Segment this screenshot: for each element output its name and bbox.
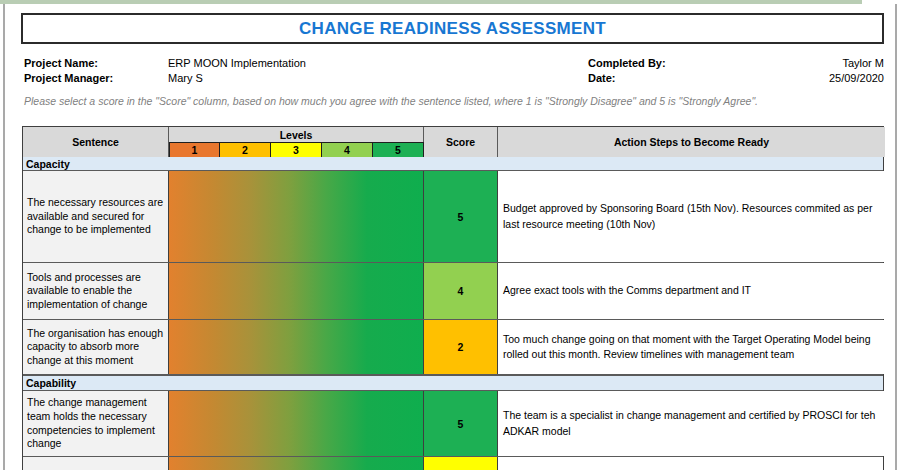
- completed-by-value[interactable]: Taylor M: [842, 57, 884, 69]
- date-label: Date:: [588, 72, 616, 84]
- info-row-1: Project Name: ERP MOON Implementation Co…: [24, 57, 884, 71]
- action-steps-cell[interactable]: Too much change going on that moment wit…: [498, 320, 885, 374]
- section-header-capability: Capability: [23, 375, 883, 391]
- section-header-capacity: Capacity: [23, 157, 883, 171]
- table-row: The change management team holds the nec…: [23, 391, 883, 457]
- page-left-border: [3, 4, 5, 470]
- instruction-text: Please select a score in the "Score" col…: [24, 95, 884, 107]
- project-name-value[interactable]: ERP MOON Implementation: [168, 57, 306, 69]
- date-value[interactable]: 25/09/2020: [829, 72, 884, 84]
- title-banner: CHANGE READINESS ASSESSMENT: [21, 13, 884, 44]
- header-action-steps: Action Steps to Become Ready: [498, 127, 885, 157]
- assessment-table: Sentence Levels 1 2 3 4 5 Score Action S…: [22, 126, 884, 470]
- level-scale-cell-4: 4: [322, 142, 373, 157]
- project-manager-value[interactable]: Mary S: [168, 72, 203, 84]
- levels-gradient-bar: [169, 320, 424, 374]
- sentence-cell: The necessary resources are available an…: [23, 171, 169, 262]
- level-scale-cell-1: 1: [169, 142, 220, 157]
- completed-by-label: Completed By:: [588, 57, 666, 69]
- score-cell[interactable]: 2: [424, 320, 498, 374]
- header-score: Score: [424, 127, 498, 157]
- score-cell[interactable]: 4: [424, 263, 498, 319]
- header-levels-group: Levels 1 2 3 4 5: [169, 127, 424, 157]
- table-row: The necessary resources are available an…: [23, 171, 883, 263]
- level-scale-cell-2: 2: [220, 142, 271, 157]
- header-levels: Levels: [169, 127, 423, 142]
- levels-scale: 1 2 3 4 5: [169, 142, 423, 157]
- table-row: Tools and processes are available to ena…: [23, 263, 883, 320]
- window-top-strip: [0, 0, 862, 4]
- page-right-border: [895, 4, 897, 470]
- levels-gradient-bar: [169, 263, 424, 319]
- info-row-2: Project Manager: Mary S Date: 25/09/2020: [24, 72, 884, 86]
- sentence-cell: Tools and processes are available to ena…: [23, 263, 169, 319]
- sentence-cell: The change management team holds the nec…: [23, 391, 169, 456]
- sentence-cell: [23, 457, 169, 470]
- action-steps-cell[interactable]: [498, 457, 883, 470]
- table-row: [23, 457, 883, 470]
- level-scale-cell-3: 3: [271, 142, 322, 157]
- header-sentence: Sentence: [23, 127, 169, 157]
- table-row: The organisation has enough capacity to …: [23, 320, 883, 375]
- action-steps-cell[interactable]: Agree exact tools with the Comms departm…: [498, 263, 885, 319]
- page-title: CHANGE READINESS ASSESSMENT: [299, 19, 606, 39]
- levels-gradient-bar: [169, 391, 424, 456]
- levels-gradient-bar: [169, 171, 424, 262]
- level-scale-cell-5: 5: [373, 142, 424, 157]
- table-header-row: Sentence Levels 1 2 3 4 5 Score Action S…: [23, 127, 883, 157]
- levels-gradient-bar: [169, 457, 424, 470]
- score-cell[interactable]: [424, 457, 498, 470]
- project-name-label: Project Name:: [24, 57, 98, 69]
- document-page: CHANGE READINESS ASSESSMENT Project Name…: [0, 0, 900, 470]
- project-manager-label: Project Manager:: [24, 72, 113, 84]
- action-steps-cell[interactable]: The team is a specialist in change manag…: [498, 391, 885, 456]
- sentence-cell: The organisation has enough capacity to …: [23, 320, 169, 374]
- action-steps-cell[interactable]: Budget approved by Sponsoring Board (15t…: [498, 171, 885, 262]
- score-cell[interactable]: 5: [424, 391, 498, 456]
- score-cell[interactable]: 5: [424, 171, 498, 262]
